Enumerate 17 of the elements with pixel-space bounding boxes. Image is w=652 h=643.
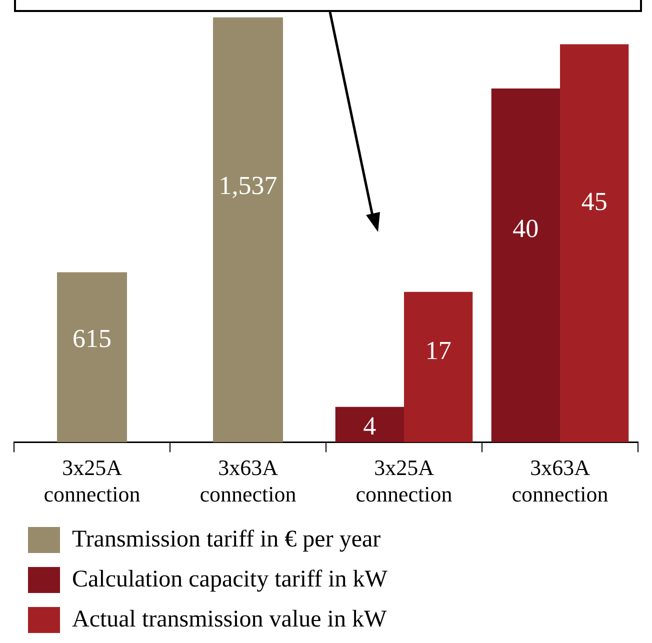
bar [404,292,473,442]
data-label: 17 [425,336,452,365]
bar [560,44,629,442]
x-tick-label: 3x63A connection [512,455,608,507]
legend-label: Actual transmission value in kW [72,606,387,632]
x-tick-label: 3x25A connection [44,455,140,507]
data-label: 4 [363,411,376,440]
data-label: 1,537 [218,171,278,200]
data-label: 40 [512,214,539,243]
data-label: 615 [72,324,112,354]
bar [491,88,560,442]
legend-label: Calculation capacity tariff in kW [72,566,388,592]
legend-label: Transmission tariff in € per year [72,526,381,552]
data-label: 45 [581,187,608,216]
x-tick-label: 3x25A connection [356,455,452,507]
bar [335,406,404,442]
x-tick-label: 3x63A connection [200,455,296,507]
